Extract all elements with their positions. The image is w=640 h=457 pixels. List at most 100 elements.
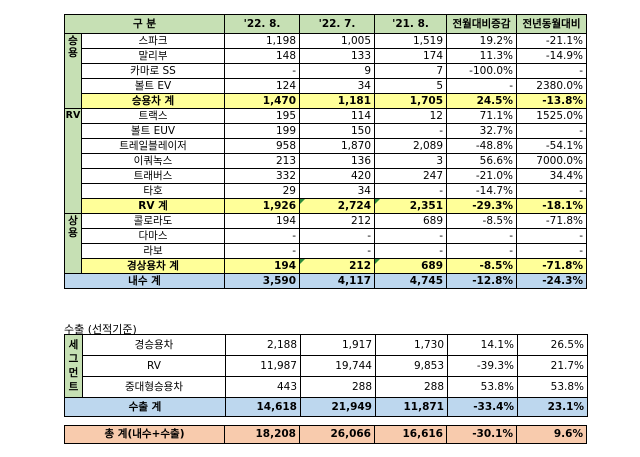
cell-value: -24.3% xyxy=(516,273,587,289)
cell-value: -54.1% xyxy=(516,138,587,154)
segment-name: 중대형승용차 xyxy=(82,376,226,398)
cell-value: 32.7% xyxy=(446,123,517,139)
cell-value: 53.8% xyxy=(517,376,588,398)
cell-value: 34 xyxy=(299,78,375,94)
cell-value: 1,926 xyxy=(224,198,300,214)
cell-value: 194 xyxy=(224,258,300,274)
model-name: 트래버스 xyxy=(81,168,225,184)
cell-value: -100.0% xyxy=(446,63,517,79)
model-name: 트레일블레이저 xyxy=(81,138,225,154)
cell-value: 71.1% xyxy=(446,108,517,124)
model-name: 카마로 SS xyxy=(81,63,225,79)
cell-value: -8.5% xyxy=(446,213,517,229)
cell-value: 689 xyxy=(374,213,447,229)
cell-value: - xyxy=(374,243,447,259)
cell-value: 3,590 xyxy=(224,273,300,289)
model-name: 콜로라도 xyxy=(81,213,225,229)
grand-total-table: 총 계(내수+수출) 18,208 26,066 16,616 -30.1% 9… xyxy=(64,425,587,444)
cell-value: 12 xyxy=(374,108,447,124)
cell-value: 133 xyxy=(299,48,375,64)
group-label-segment: 세그먼트 xyxy=(64,334,83,398)
cell-value: 1,181 xyxy=(299,93,375,109)
subtotal-row: RV 계 1,926 2,724 2,351 -29.3% -18.1% xyxy=(65,198,587,214)
header-aug-22: '22. 8. xyxy=(224,14,300,34)
cell-value: 23.1% xyxy=(517,397,588,417)
cell-value: 7 xyxy=(374,63,447,79)
export-sales-table: 세그먼트 경승용차 2,188 1,917 1,730 14.1% 26.5% … xyxy=(64,334,588,417)
cell-value: -71.8% xyxy=(516,258,587,274)
cell-value: 332 xyxy=(224,168,300,184)
cell-value: 174 xyxy=(374,48,447,64)
cell-value: - xyxy=(446,243,517,259)
table-row: RV 11,987 19,744 9,853 -39.3% 21.7% xyxy=(65,355,588,377)
export-total-label: 수출 계 xyxy=(64,397,226,417)
cell-value: - xyxy=(446,228,517,244)
subtotal-row: 경상용차 계 194 212 689 -8.5% -71.8% xyxy=(65,258,587,274)
group-label-text: 승용 xyxy=(68,35,78,59)
cell-value: - xyxy=(516,123,587,139)
table-row: 타호 29 34 - -14.7% - xyxy=(65,183,587,199)
cell-value: - xyxy=(224,228,300,244)
export-caption: 수출 (선적기준) xyxy=(64,323,137,336)
table-row: 라보 - - - - - xyxy=(65,243,587,259)
table-row: 카마로 SS - 9 7 -100.0% - xyxy=(65,63,587,79)
cell-value: -71.8% xyxy=(516,213,587,229)
cell-value: -48.8% xyxy=(446,138,517,154)
cell-value: 19,744 xyxy=(300,355,376,377)
model-name: 라보 xyxy=(81,243,225,259)
cell-value: 443 xyxy=(225,376,301,398)
cell-value: 689 xyxy=(374,258,447,274)
cell-value: 2,724 xyxy=(299,198,375,214)
table-row: 다마스 - - - - - xyxy=(65,228,587,244)
cell-value: 1,870 xyxy=(299,138,375,154)
cell-value: 114 xyxy=(299,108,375,124)
cell-value: -8.5% xyxy=(446,258,517,274)
cell-value: 1,730 xyxy=(375,334,448,356)
model-name: 타호 xyxy=(81,183,225,199)
table-row: 상용 콜로라도 194 212 689 -8.5% -71.8% xyxy=(64,213,587,274)
cell-value: 212 xyxy=(299,258,375,274)
cell-value: 199 xyxy=(224,123,300,139)
cell-value: 3 xyxy=(374,153,447,169)
table-row: 볼트 EUV 199 150 - 32.7% - xyxy=(65,123,587,139)
cell-value: -18.1% xyxy=(516,198,587,214)
table-row: 볼트 EV 124 34 5 - 2380.0% xyxy=(65,78,587,94)
table-row: 세그먼트 경승용차 2,188 1,917 1,730 14.1% 26.5% xyxy=(64,334,588,398)
subtotal-label: 경상용차 계 xyxy=(81,258,225,274)
cell-value: 26.5% xyxy=(517,334,588,356)
domestic-sales-table: 구 분 '22. 8. '22. 7. '21. 8. 전월대비증감 전년동월대… xyxy=(64,14,587,289)
domestic-total-label: 내수 계 xyxy=(64,273,225,289)
cell-value: 14.1% xyxy=(447,334,518,356)
cell-value: 150 xyxy=(299,123,375,139)
cell-value: - xyxy=(374,228,447,244)
cell-value: 1525.0% xyxy=(516,108,587,124)
cell-value: 212 xyxy=(299,213,375,229)
cell-value: 1,470 xyxy=(224,93,300,109)
subtotal-label: 승용차 계 xyxy=(81,93,225,109)
cell-value: 4,745 xyxy=(374,273,447,289)
cell-value: 213 xyxy=(224,153,300,169)
cell-value: -21.1% xyxy=(516,33,587,49)
cell-value: 53.8% xyxy=(447,376,518,398)
cell-value: 7000.0% xyxy=(516,153,587,169)
subtotal-row: 승용차 계 1,470 1,181 1,705 24.5% -13.8% xyxy=(65,93,587,109)
cell-value: 26,066 xyxy=(299,425,375,444)
cell-value: 2,188 xyxy=(225,334,301,356)
table-row: 이쿼녹스 213 136 3 56.6% 7000.0% xyxy=(65,153,587,169)
model-name: 볼트 EUV xyxy=(81,123,225,139)
cell-value: 4,117 xyxy=(299,273,375,289)
group-label-text: 상용 xyxy=(68,215,78,239)
model-name: 말리부 xyxy=(81,48,225,64)
cell-value: 148 xyxy=(224,48,300,64)
cell-value: 34 xyxy=(299,183,375,199)
cell-value: 288 xyxy=(375,376,448,398)
group-label-passenger: 승용 xyxy=(64,33,82,109)
cell-value: 9 xyxy=(299,63,375,79)
group-label-commercial: 상용 xyxy=(64,213,82,274)
model-name: 다마스 xyxy=(81,228,225,244)
table-row: RV 트랙스 195 114 12 71.1% 1525.0% xyxy=(64,108,587,214)
table-row: 트레일블레이저 958 1,870 2,089 -48.8% -54.1% xyxy=(65,138,587,154)
cell-value: 18,208 xyxy=(224,425,300,444)
cell-value: - xyxy=(374,183,447,199)
cell-value: 1,005 xyxy=(299,33,375,49)
